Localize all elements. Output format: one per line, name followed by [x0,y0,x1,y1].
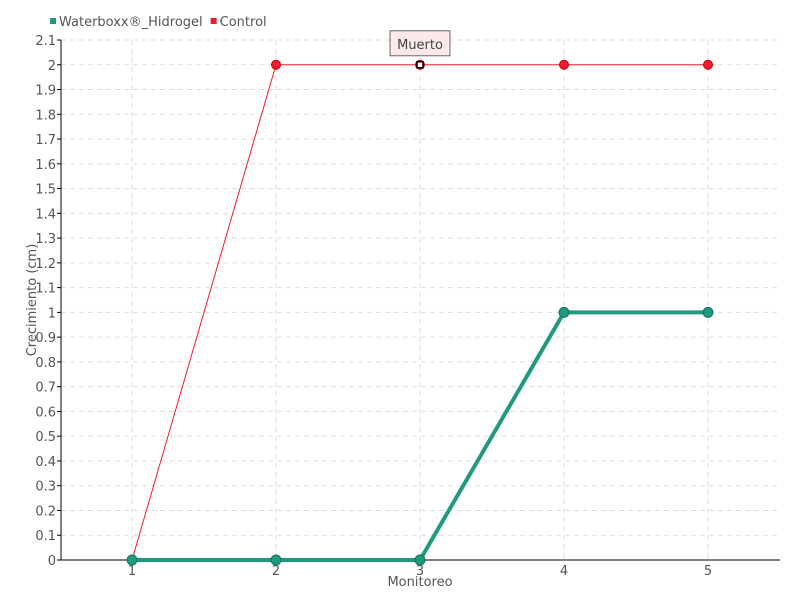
y-tick-label: 1.4 [35,207,56,222]
y-tick-label: 2.1 [35,34,56,49]
data-point [703,59,713,70]
data-point [559,59,569,70]
data-point [702,306,714,318]
legend-swatch [50,18,56,24]
y-tick-label: 0 [48,554,56,569]
legend-swatch [210,18,217,24]
y-tick-label: 1.9 [35,84,56,99]
y-tick-label: 0.2 [35,504,56,519]
y-tick-label: 1.5 [35,183,56,198]
y-tick-label: 0.4 [35,455,56,470]
tooltip-text: Muerto [397,38,443,53]
y-tick-label: 0.8 [35,356,56,371]
hovered-point-marker [416,61,424,69]
y-tick-label: 1.3 [35,232,56,247]
x-tick-label: 1 [128,564,136,579]
x-tick-label: 3 [416,564,424,579]
y-tick-label: 2 [48,59,56,74]
data-point [271,59,281,70]
data-point [414,554,426,566]
y-tick-label: 0.5 [35,430,56,445]
legend-label: Control [220,15,267,30]
y-axis-label: Crecimiento (cm) [25,244,40,357]
y-tick-label: 1 [48,306,56,321]
y-tick-label: 1.8 [35,108,56,123]
data-point [270,554,282,566]
tooltip-box [389,30,451,57]
x-axis-label: Monitoreo [387,575,452,590]
y-tick-label: 1.7 [35,133,56,148]
x-tick-label: 5 [704,564,712,579]
y-tick-label: 0.1 [35,529,56,544]
x-tick-label: 4 [560,564,568,579]
y-tick-label: 1.6 [35,158,56,173]
x-tick-label: 2 [272,564,280,579]
y-tick-label: 0.3 [35,480,56,495]
data-point [558,306,570,318]
data-point [126,554,138,566]
y-tick-label: 1.2 [35,257,56,272]
y-tick-label: 1.1 [35,282,56,297]
y-tick-label: 0.6 [35,405,56,420]
legend-label: Waterboxx®_Hidrogel [59,15,203,30]
y-tick-label: 0.9 [35,331,56,346]
y-tick-label: 0.7 [35,381,56,396]
